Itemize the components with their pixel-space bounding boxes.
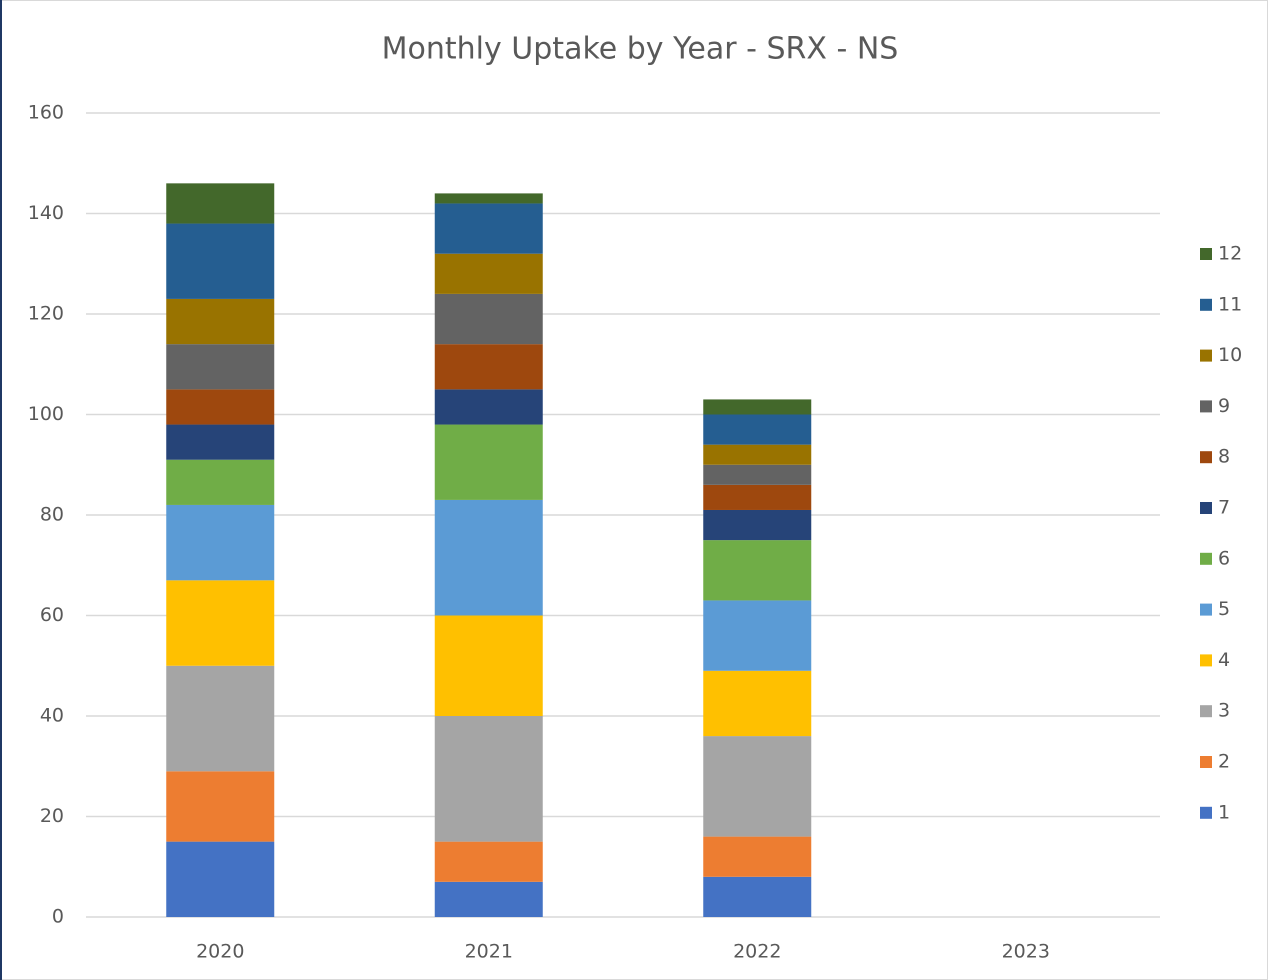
bar-segment (166, 424, 275, 460)
y-tick-label: 120 (28, 303, 64, 325)
bar-segment (703, 670, 812, 737)
x-tick-label: 2021 (465, 941, 513, 963)
legend-label: 6 (1218, 547, 1230, 569)
y-tick-label: 100 (28, 403, 64, 425)
legend-swatch (1200, 603, 1212, 616)
y-tick-label: 40 (40, 705, 64, 727)
bar-segment (166, 389, 275, 425)
bar-segment (703, 464, 812, 485)
legend-swatch (1200, 756, 1212, 768)
legend-label: 11 (1218, 293, 1242, 315)
bar-segment (703, 414, 812, 445)
bar-segment (703, 484, 812, 510)
bar-segment (703, 736, 812, 837)
y-tick-label: 0 (52, 906, 64, 928)
legend-label: 7 (1218, 497, 1230, 519)
bar-segment (166, 841, 275, 917)
y-tick-label: 80 (40, 504, 64, 526)
bar-segment (434, 203, 543, 254)
bar-segment (166, 223, 275, 299)
legend-swatch (1200, 400, 1212, 413)
bar-segment (703, 876, 812, 917)
x-tick-label: 2022 (733, 941, 781, 963)
y-tick-label: 60 (40, 604, 64, 626)
legend-swatch (1200, 705, 1212, 718)
legend-label: 3 (1218, 700, 1230, 722)
bar-segment (166, 771, 275, 842)
bar-segment (703, 600, 812, 671)
bar-segment (434, 881, 543, 917)
legend-swatch (1200, 654, 1212, 667)
legend-swatch (1200, 349, 1212, 362)
chart-title: Monthly Uptake by Year - SRX - NS (382, 32, 899, 67)
bar-segment (703, 399, 812, 415)
legend-label: 12 (1218, 243, 1242, 265)
legend-swatch (1200, 806, 1212, 819)
bar-segment (434, 499, 543, 616)
bar-segment (166, 665, 275, 772)
bar-segment (166, 183, 275, 224)
legend-swatch (1200, 248, 1212, 260)
bar-segment (434, 841, 543, 882)
legend-label: 1 (1218, 801, 1230, 823)
bar-segment (703, 509, 812, 541)
legend-label: 10 (1218, 344, 1242, 366)
y-tick-label: 140 (28, 202, 64, 224)
bar-segment (166, 459, 275, 505)
legend-label: 5 (1218, 598, 1230, 620)
bar-segment (434, 389, 543, 425)
bar-segment (703, 444, 812, 465)
bar-segment (434, 293, 543, 345)
legend-label: 4 (1218, 649, 1230, 671)
y-tick-label: 20 (40, 805, 64, 827)
bar-segment (166, 580, 275, 666)
legend-swatch (1200, 298, 1212, 311)
bar-segment (434, 344, 543, 390)
legend-label: 2 (1218, 751, 1230, 773)
bar-segment (434, 253, 543, 294)
legend-swatch (1200, 552, 1212, 565)
bar-segment (703, 540, 812, 601)
bar-segment (434, 193, 543, 204)
bar-segment (166, 344, 275, 390)
bar-segment (166, 504, 275, 581)
legend-swatch (1200, 451, 1212, 464)
x-tick-label: 2023 (1002, 941, 1050, 963)
bar-segment (434, 424, 543, 500)
bar-segment (434, 716, 543, 842)
bar-segment (434, 615, 543, 716)
legend-label: 9 (1218, 395, 1230, 417)
bar-segment (703, 836, 812, 877)
legend-swatch (1200, 502, 1212, 514)
y-tick-label: 160 (28, 102, 64, 124)
legend-label: 8 (1218, 446, 1230, 468)
x-tick-label: 2020 (196, 941, 244, 963)
bar-segment (166, 298, 275, 345)
